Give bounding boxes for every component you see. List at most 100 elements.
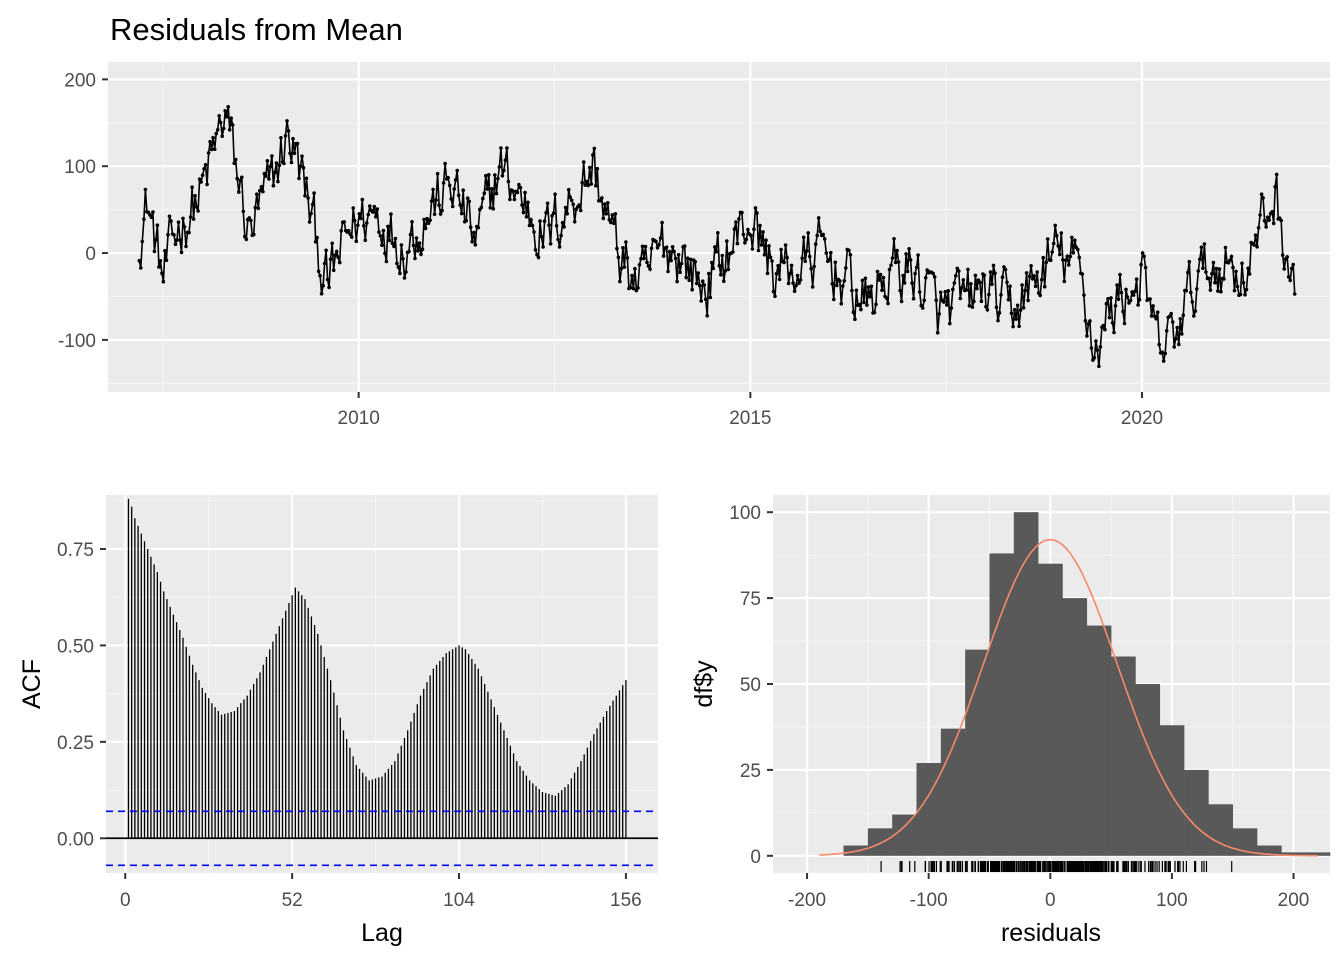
residual-point bbox=[488, 206, 493, 210]
residual-point bbox=[197, 177, 202, 182]
residual-point bbox=[583, 183, 587, 187]
residual-point bbox=[270, 154, 274, 158]
residual-point bbox=[1136, 303, 1140, 307]
residual-point bbox=[434, 198, 438, 202]
residual-point bbox=[1204, 270, 1208, 274]
residual-point bbox=[937, 312, 941, 316]
residual-point bbox=[788, 271, 792, 276]
residual-point bbox=[661, 254, 666, 258]
residual-point bbox=[526, 200, 530, 205]
residual-point bbox=[761, 230, 765, 234]
residual-point bbox=[333, 253, 338, 257]
histogram-bar bbox=[940, 728, 966, 856]
residual-point bbox=[151, 210, 155, 214]
residual-point bbox=[1274, 172, 1279, 177]
residual-point bbox=[1265, 215, 1270, 220]
residual-point bbox=[214, 131, 218, 136]
residual-point bbox=[606, 201, 610, 205]
y-tick-label: 25 bbox=[740, 761, 761, 782]
y-tick-label: 50 bbox=[740, 675, 761, 696]
residual-point bbox=[226, 105, 230, 109]
residual-point bbox=[530, 223, 535, 228]
residual-point bbox=[607, 218, 612, 222]
x-tick-label: 0 bbox=[120, 890, 131, 911]
residual-point bbox=[1279, 218, 1283, 223]
residual-point bbox=[218, 120, 223, 125]
residual-point bbox=[809, 266, 813, 271]
residual-point bbox=[795, 273, 800, 278]
residual-point bbox=[749, 233, 753, 238]
residual-point bbox=[276, 179, 280, 184]
residual-point bbox=[1005, 280, 1009, 285]
residual-point bbox=[407, 249, 411, 254]
residual-point bbox=[437, 203, 441, 207]
histogram-bar bbox=[1257, 845, 1282, 856]
residual-point bbox=[592, 146, 597, 151]
histogram-bar bbox=[1013, 512, 1039, 856]
y-tick-label: 0.50 bbox=[57, 636, 94, 657]
residual-point bbox=[1184, 288, 1189, 293]
residual-point bbox=[877, 278, 881, 282]
residual-point bbox=[1261, 196, 1265, 200]
residual-point bbox=[875, 269, 880, 274]
residual-point bbox=[1267, 218, 1271, 222]
residual-point bbox=[734, 220, 738, 224]
residual-point bbox=[1177, 342, 1181, 347]
residual-point bbox=[360, 197, 365, 202]
residual-point bbox=[1014, 317, 1018, 321]
residual-point bbox=[423, 226, 428, 231]
residual-point bbox=[1050, 250, 1054, 254]
residual-point bbox=[999, 293, 1003, 297]
residual-point bbox=[637, 263, 642, 267]
residual-point bbox=[163, 248, 167, 253]
residual-point bbox=[578, 208, 583, 213]
residual-point bbox=[624, 240, 628, 244]
residual-point bbox=[393, 236, 398, 241]
residual-point bbox=[595, 166, 600, 171]
residual-point bbox=[994, 305, 999, 310]
residual-point bbox=[1187, 259, 1192, 264]
residual-point bbox=[408, 232, 413, 237]
residual-point bbox=[502, 168, 506, 173]
residual-point bbox=[411, 243, 416, 248]
residual-point bbox=[700, 279, 705, 284]
residual-point bbox=[658, 236, 663, 240]
residual-point bbox=[1201, 266, 1205, 271]
residual-point bbox=[660, 220, 664, 225]
residual-point bbox=[957, 269, 961, 273]
residual-point bbox=[456, 193, 461, 198]
residual-point bbox=[922, 298, 926, 303]
residual-point bbox=[1148, 297, 1152, 301]
residual-point bbox=[982, 273, 987, 278]
residual-point bbox=[160, 271, 164, 276]
residual-point bbox=[1139, 262, 1143, 267]
residual-point bbox=[764, 238, 768, 242]
residual-point bbox=[1273, 184, 1277, 189]
residual-point bbox=[850, 288, 854, 293]
plot-background bbox=[108, 62, 1330, 392]
residual-point bbox=[1154, 316, 1158, 321]
residual-point bbox=[1210, 271, 1214, 276]
y-tick-label: 100 bbox=[64, 157, 96, 178]
residual-point bbox=[387, 238, 392, 243]
residual-point bbox=[206, 151, 211, 155]
residual-point bbox=[321, 283, 325, 288]
residual-point bbox=[553, 192, 557, 196]
residual-point bbox=[244, 237, 249, 241]
residual-point bbox=[694, 281, 699, 286]
residual-point bbox=[934, 298, 938, 303]
residual-point bbox=[603, 202, 607, 206]
residual-point bbox=[380, 243, 384, 247]
residual-point bbox=[1181, 313, 1186, 318]
residual-point bbox=[533, 248, 538, 252]
acf-x-axis-label: Lag bbox=[361, 919, 403, 947]
residual-point bbox=[931, 271, 935, 276]
residual-point bbox=[438, 212, 443, 216]
residual-point bbox=[618, 279, 622, 284]
residual-point bbox=[969, 282, 973, 286]
residual-point bbox=[1035, 270, 1039, 274]
residual-point bbox=[572, 219, 577, 224]
residual-point bbox=[1262, 218, 1267, 223]
residual-point bbox=[413, 256, 417, 261]
residual-point bbox=[612, 221, 616, 226]
